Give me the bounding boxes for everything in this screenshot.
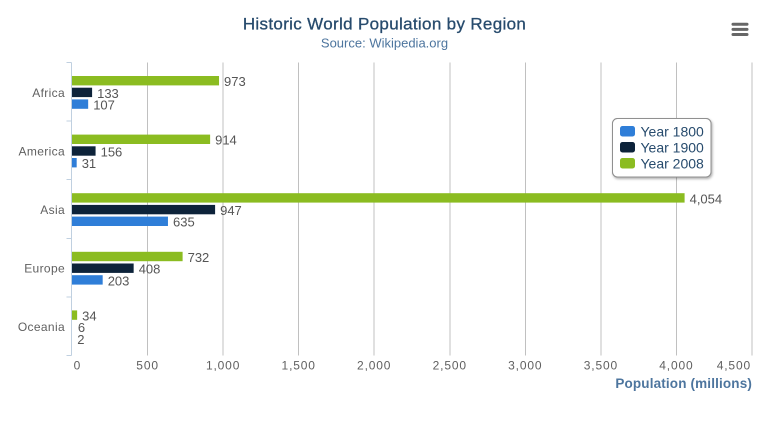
svg-text:Asia: Asia <box>40 203 65 217</box>
svg-text:203: 203 <box>108 273 130 288</box>
svg-text:Year 1900: Year 1900 <box>641 139 705 155</box>
svg-text:4,500: 4,500 <box>717 358 751 372</box>
svg-text:31: 31 <box>82 156 96 171</box>
svg-text:914: 914 <box>215 133 237 148</box>
svg-text:Oceania: Oceania <box>18 320 65 334</box>
svg-text:Historic World Population by R: Historic World Population by Region <box>243 15 526 34</box>
svg-text:0: 0 <box>74 358 81 372</box>
svg-text:Africa: Africa <box>32 86 65 100</box>
svg-text:500: 500 <box>136 358 159 372</box>
svg-text:2,000: 2,000 <box>357 358 391 372</box>
svg-text:3,000: 3,000 <box>508 358 542 372</box>
svg-text:635: 635 <box>173 215 195 230</box>
svg-text:732: 732 <box>188 250 210 265</box>
svg-text:2,500: 2,500 <box>433 358 467 372</box>
svg-text:Europe: Europe <box>24 262 65 276</box>
svg-text:Source: Wikipedia.org: Source: Wikipedia.org <box>321 36 448 51</box>
svg-text:1,500: 1,500 <box>282 358 316 372</box>
svg-text:973: 973 <box>224 74 246 89</box>
svg-text:2: 2 <box>77 332 84 347</box>
svg-text:1,000: 1,000 <box>206 358 240 372</box>
svg-text:3,500: 3,500 <box>584 358 618 372</box>
svg-text:6: 6 <box>78 320 85 335</box>
svg-text:947: 947 <box>220 203 242 218</box>
svg-text:Population (millions): Population (millions) <box>615 376 752 391</box>
svg-text:408: 408 <box>139 262 161 277</box>
svg-text:4,054: 4,054 <box>690 191 723 206</box>
svg-text:4,000: 4,000 <box>659 358 693 372</box>
svg-text:107: 107 <box>93 98 115 113</box>
svg-text:156: 156 <box>101 144 123 159</box>
svg-text:34: 34 <box>82 309 96 324</box>
svg-text:America: America <box>19 144 65 158</box>
svg-text:133: 133 <box>97 86 119 101</box>
svg-text:Year 2008: Year 2008 <box>641 155 705 171</box>
svg-text:Year 1800: Year 1800 <box>641 123 705 139</box>
